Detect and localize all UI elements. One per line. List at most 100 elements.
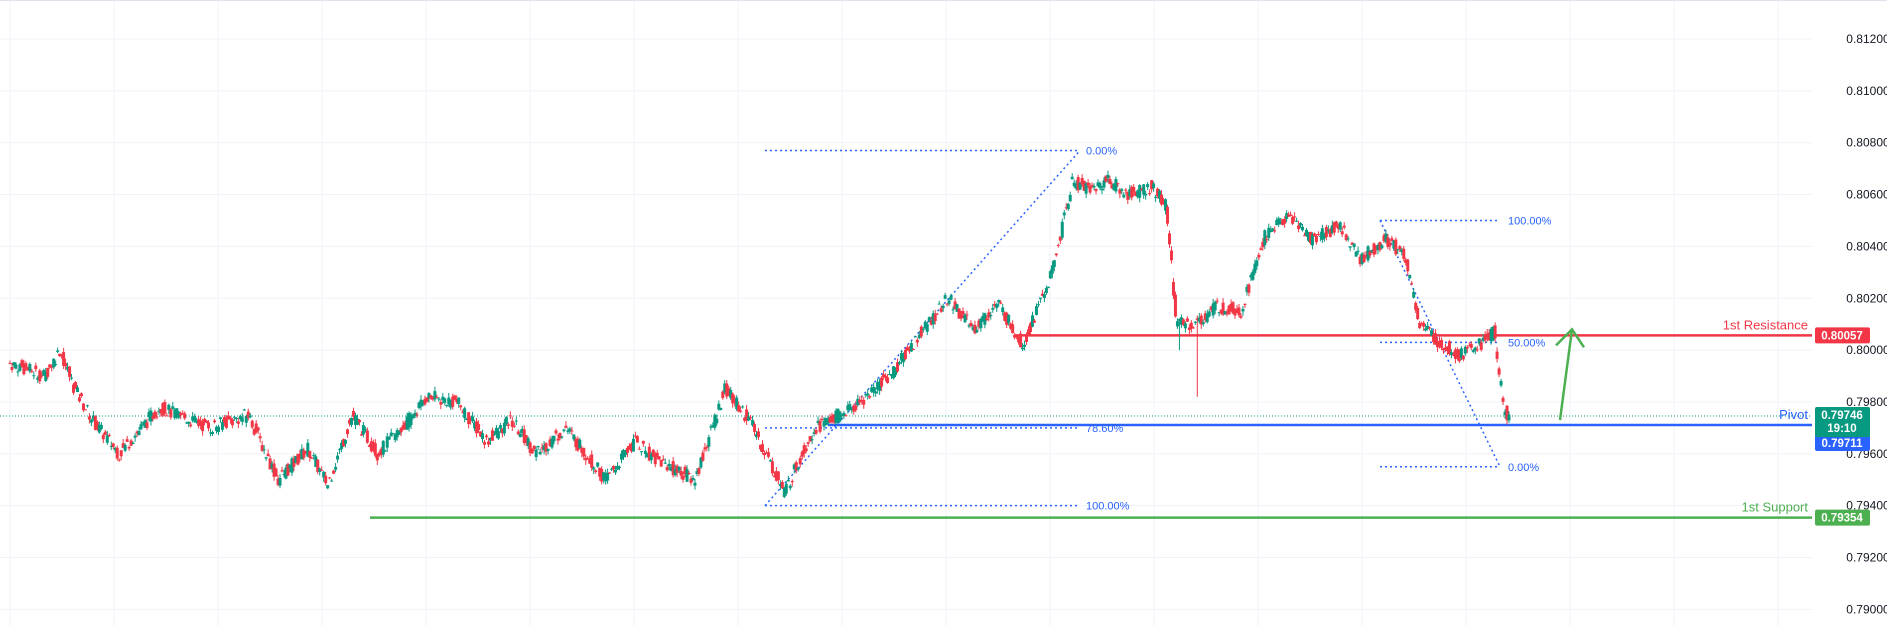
- candle-down: [844, 414, 848, 417]
- candle-body: [1070, 176, 1074, 180]
- candle-up: [786, 475, 790, 482]
- candle-body: [905, 347, 909, 351]
- candle-body: [1412, 291, 1416, 298]
- candle-up: [1271, 227, 1275, 232]
- candle-up: [941, 303, 945, 312]
- candle-body: [941, 305, 945, 309]
- candle-body: [1354, 251, 1358, 257]
- candle-down: [1225, 309, 1229, 317]
- candle-down: [999, 300, 1003, 305]
- candle-down: [24, 361, 28, 372]
- candle-body: [1092, 185, 1096, 188]
- candle-down: [1485, 328, 1489, 342]
- candle-down: [1406, 258, 1410, 276]
- price-axis[interactable]: 0.812000.810000.808000.806000.804000.802…: [1846, 32, 1887, 616]
- candle-body: [183, 413, 187, 419]
- candle-up: [979, 317, 983, 332]
- candle-body: [486, 441, 490, 445]
- candle-down: [598, 467, 602, 481]
- candle-body: [353, 415, 357, 425]
- candle-body: [798, 458, 802, 465]
- candle-body: [699, 457, 703, 468]
- candle-up: [1007, 314, 1011, 326]
- candle-down: [737, 401, 741, 413]
- candle-body: [131, 442, 135, 444]
- candle-body: [733, 398, 737, 403]
- candle-down: [594, 469, 598, 474]
- candle-up: [1052, 259, 1056, 272]
- candle-body: [302, 450, 306, 458]
- candle-body: [20, 360, 24, 367]
- candle-up: [943, 292, 947, 300]
- candle-body: [1050, 265, 1054, 274]
- candle-up: [518, 429, 522, 438]
- candle-body: [544, 443, 548, 452]
- price-tick-label: 0.79000: [1846, 602, 1887, 616]
- candle-body: [1199, 315, 1203, 325]
- candle-body: [840, 414, 844, 417]
- candle-body: [760, 444, 764, 453]
- candle-body: [1336, 225, 1340, 229]
- candle-up: [1304, 227, 1308, 237]
- candle-body: [558, 432, 562, 439]
- candle-body: [481, 433, 485, 439]
- candle-body: [1326, 229, 1330, 231]
- candle-up: [874, 387, 878, 397]
- candle-body: [933, 314, 937, 322]
- candle-body: [995, 303, 999, 308]
- candle-body: [657, 456, 661, 460]
- candle-body: [580, 447, 584, 453]
- candle-up: [552, 435, 556, 445]
- candle-up: [677, 466, 681, 474]
- candle-up: [566, 427, 570, 435]
- candle-down: [749, 414, 753, 421]
- candle-up: [562, 428, 566, 433]
- candle-up: [870, 385, 874, 394]
- candle-body: [1340, 231, 1344, 235]
- candle-up: [240, 412, 244, 426]
- candle-body: [689, 478, 693, 483]
- candle-down: [665, 464, 669, 472]
- candle-down: [79, 392, 83, 398]
- candle-down: [1303, 232, 1307, 237]
- candle-up: [1122, 192, 1126, 199]
- candle-down: [252, 428, 256, 436]
- candle-body: [288, 464, 292, 469]
- candle-up: [270, 461, 274, 473]
- candle-down: [806, 441, 810, 448]
- candle-up: [395, 428, 399, 441]
- candle-body: [1036, 304, 1040, 306]
- candle-up: [1068, 191, 1072, 202]
- candle-up: [897, 360, 901, 366]
- candle-up: [449, 399, 453, 410]
- candle-up: [872, 382, 876, 397]
- candle-up: [300, 444, 304, 460]
- candle-up: [963, 313, 967, 324]
- candle-body: [566, 430, 570, 433]
- candle-body: [796, 467, 800, 470]
- candle-down: [993, 300, 997, 309]
- candle-up: [12, 361, 16, 368]
- candle-body: [582, 448, 586, 457]
- candle-body: [16, 371, 20, 373]
- candle-down: [798, 455, 802, 468]
- candle-down: [1505, 404, 1509, 425]
- candle-body: [312, 455, 316, 457]
- candle-body: [939, 308, 943, 312]
- candle-up: [441, 393, 445, 405]
- candle-down: [1404, 257, 1408, 266]
- candle-body: [250, 420, 254, 428]
- candle-body: [209, 432, 213, 434]
- candle-body: [1297, 225, 1301, 229]
- candle-body: [435, 397, 439, 399]
- candle-up: [1295, 217, 1299, 222]
- fib-level-label: 0.00%: [1086, 145, 1117, 157]
- candle-body: [987, 312, 991, 318]
- candle-down: [161, 402, 165, 418]
- candle-body: [375, 453, 379, 461]
- candle-up: [719, 407, 723, 411]
- candle-body: [947, 300, 951, 304]
- candle-down: [919, 325, 923, 339]
- badge-text: 0.79746: [1821, 410, 1863, 422]
- candle-body: [1124, 189, 1128, 191]
